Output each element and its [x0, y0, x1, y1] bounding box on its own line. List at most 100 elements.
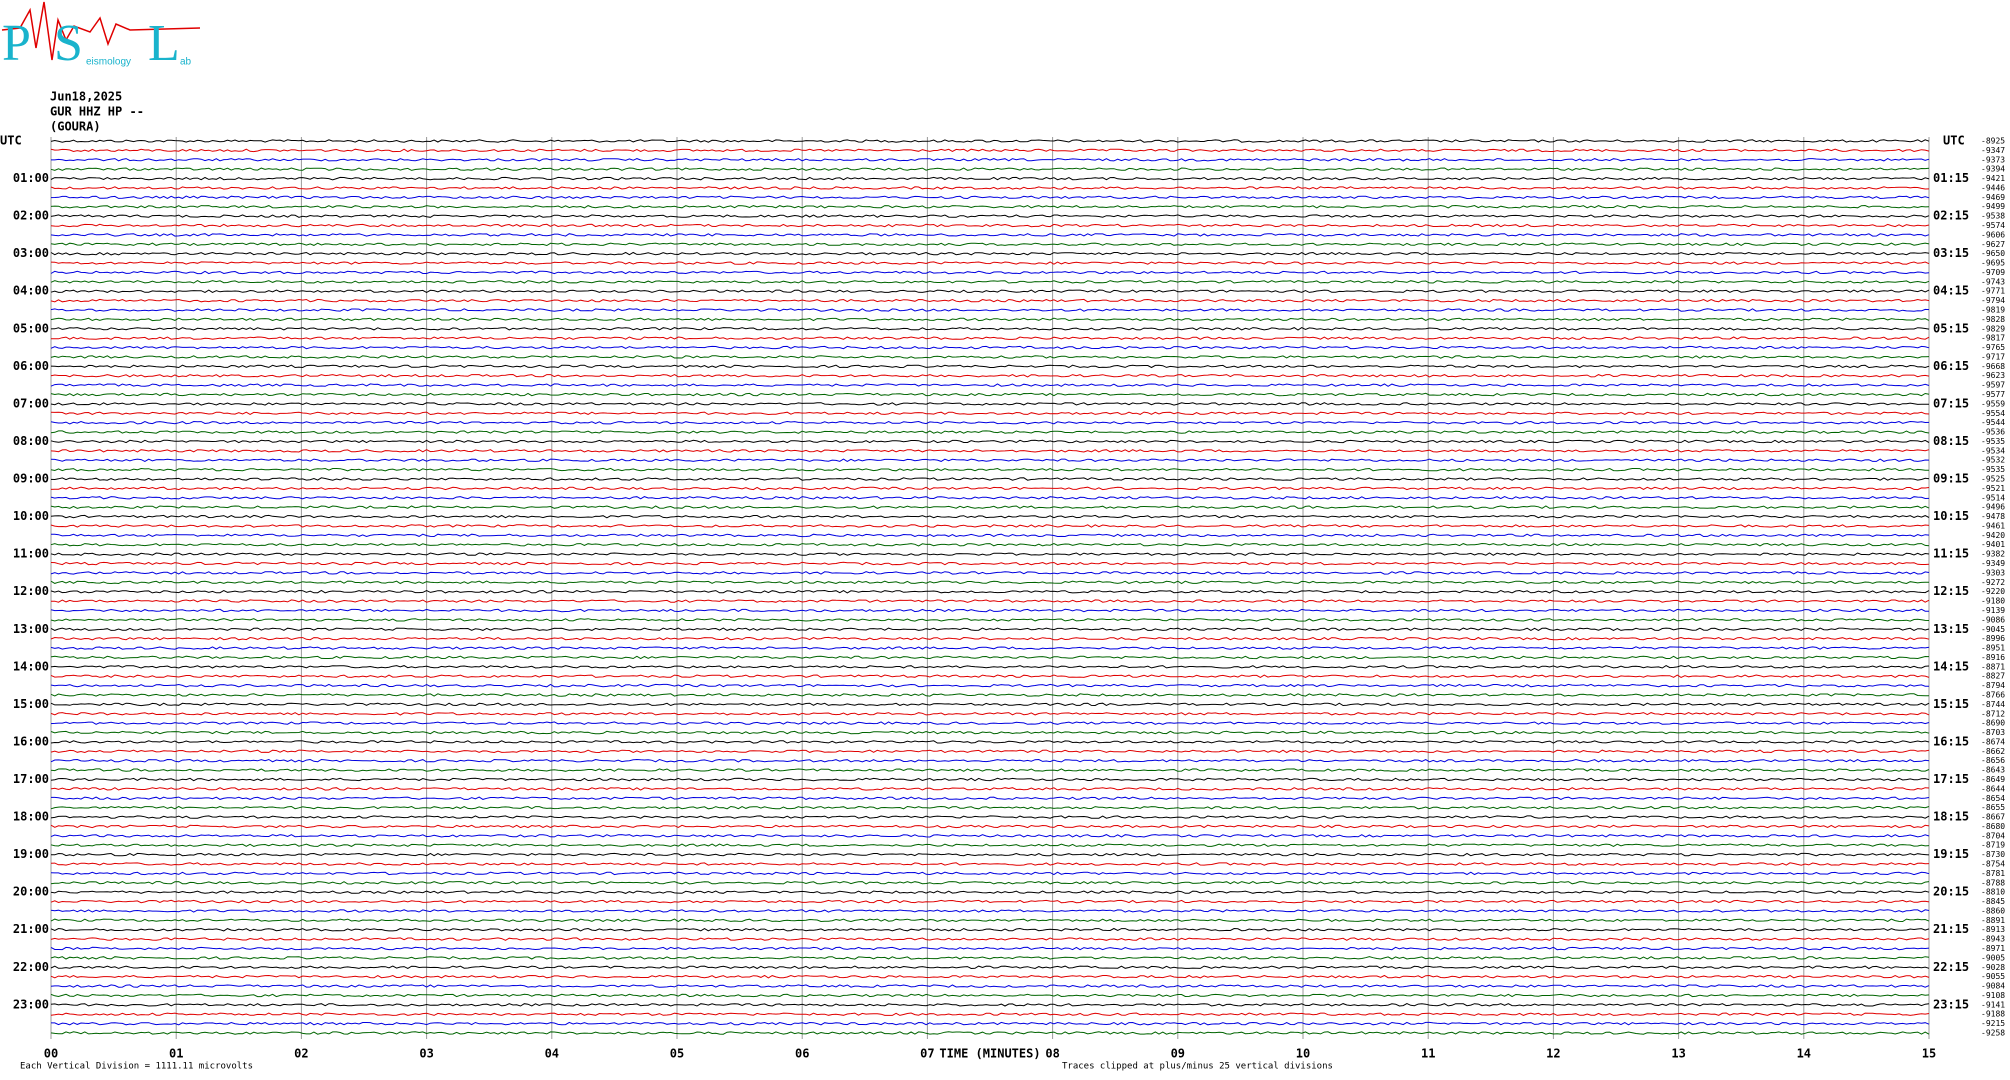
trace [50, 477, 1930, 481]
offset-label: -8916 [1981, 653, 2005, 662]
row-time-label: 06:15 [1933, 359, 1969, 373]
offset-label: -9668 [1981, 362, 2005, 371]
trace [50, 449, 1930, 453]
offset-label: -8649 [1981, 775, 2005, 784]
offset-label: -9420 [1981, 531, 2005, 540]
row-time-label: 04:00 [13, 284, 49, 298]
trace [50, 881, 1930, 885]
row-time-label: 22:15 [1933, 960, 1969, 974]
trace [50, 918, 1930, 923]
offset-label: -8662 [1981, 747, 2005, 756]
trace [50, 1012, 1930, 1016]
offset-label: -9373 [1981, 155, 2005, 164]
offset-label: -8766 [1981, 690, 2005, 699]
trace [50, 768, 1930, 772]
offset-label: -9717 [1981, 352, 2005, 361]
row-time-label: 11:00 [13, 547, 49, 561]
trace [50, 965, 1930, 970]
offset-label: -9535 [1981, 465, 2005, 474]
row-time-label: 02:15 [1933, 209, 1969, 223]
offset-label: -8667 [1981, 813, 2005, 822]
trace [50, 186, 1930, 190]
offset-label: -8690 [1981, 719, 2005, 728]
offset-label: -9055 [1981, 972, 2005, 981]
offset-label: -9086 [1981, 615, 2005, 624]
trace [50, 139, 1930, 143]
offset-label: -9394 [1981, 165, 2005, 174]
trace [50, 542, 1930, 547]
trace [50, 749, 1930, 754]
footnote: Each Vertical Division = 1111.11 microvo… [20, 1062, 253, 1072]
trace [50, 233, 1930, 237]
trace [50, 289, 1930, 293]
offset-label: -9188 [1981, 1010, 2005, 1019]
offset-label: -9141 [1981, 1000, 2005, 1009]
offset-label: -9461 [1981, 521, 2005, 530]
trace [50, 505, 1930, 509]
offset-label: -9536 [1981, 428, 2005, 437]
trace [50, 261, 1930, 265]
logo-wave [1, 1, 201, 61]
offset-label: -8996 [1981, 634, 2005, 643]
trace [50, 1003, 1930, 1007]
trace [51, 336, 1930, 340]
offset-label: -8827 [1981, 672, 2005, 681]
trace [50, 721, 1930, 725]
offset-label: -9606 [1981, 230, 2005, 239]
offset-label: -9421 [1981, 174, 2005, 183]
x-tick-label: 09 [1171, 1047, 1185, 1061]
row-time-label: 19:00 [13, 847, 49, 861]
trace [50, 561, 1930, 566]
offset-label: -9695 [1981, 259, 2005, 268]
offset-label: -9650 [1981, 249, 2005, 258]
offset-label: -8704 [1981, 831, 2005, 840]
offset-label: -9559 [1981, 399, 2005, 408]
offset-label: -8913 [1981, 925, 2005, 934]
logo-letter: S [54, 15, 83, 72]
trace [50, 402, 1930, 406]
offset-label: -9272 [1981, 578, 2005, 587]
footnote: Traces clipped at plus/minus 25 vertical… [1062, 1062, 1333, 1072]
offset-label: -9108 [1981, 991, 2005, 1000]
trace [50, 439, 1930, 444]
trace [50, 204, 1930, 209]
row-time-label: 20:00 [13, 885, 49, 899]
row-time-label: 15:15 [1933, 697, 1969, 711]
row-time-label: 18:15 [1933, 810, 1969, 824]
trace [50, 486, 1930, 491]
title-line: GUR HHZ HP -- [50, 105, 144, 119]
trace [50, 420, 1930, 425]
offset-label: -8744 [1981, 700, 2005, 709]
offset-label: -8643 [1981, 766, 2005, 775]
row-time-label: 02:00 [13, 209, 49, 223]
row-time-label: 17:15 [1933, 772, 1969, 786]
offset-label: -9499 [1981, 202, 2005, 211]
offset-label: -9347 [1981, 146, 2005, 155]
offset-label: -8951 [1981, 644, 2005, 653]
trace [50, 777, 1930, 782]
offset-label: -9819 [1981, 306, 2005, 315]
trace [50, 364, 1930, 369]
trace [50, 852, 1930, 857]
offset-label: -9478 [1981, 512, 2005, 521]
trace [50, 984, 1930, 988]
trace [50, 1031, 1930, 1035]
offset-label: -9532 [1981, 456, 2005, 465]
trace [50, 937, 1930, 941]
row-time-label: 08:15 [1933, 434, 1969, 448]
x-tick-label: 12 [1546, 1047, 1560, 1061]
offset-label: -8730 [1981, 850, 2005, 859]
row-time-label: 21:00 [13, 922, 49, 936]
title-line: Jun18,2025 [50, 90, 122, 104]
offset-label: -9554 [1981, 409, 2005, 418]
row-time-label: UTC [0, 134, 22, 148]
trace [50, 533, 1930, 538]
row-time-label: 14:00 [13, 659, 49, 673]
x-tick-label: 07 [920, 1047, 934, 1061]
row-time-label: 14:15 [1933, 659, 1969, 673]
trace [50, 805, 1930, 810]
offset-label: -9623 [1981, 371, 2005, 380]
trace [50, 571, 1930, 575]
offset-label: -9829 [1981, 324, 2005, 333]
trace [50, 167, 1930, 171]
